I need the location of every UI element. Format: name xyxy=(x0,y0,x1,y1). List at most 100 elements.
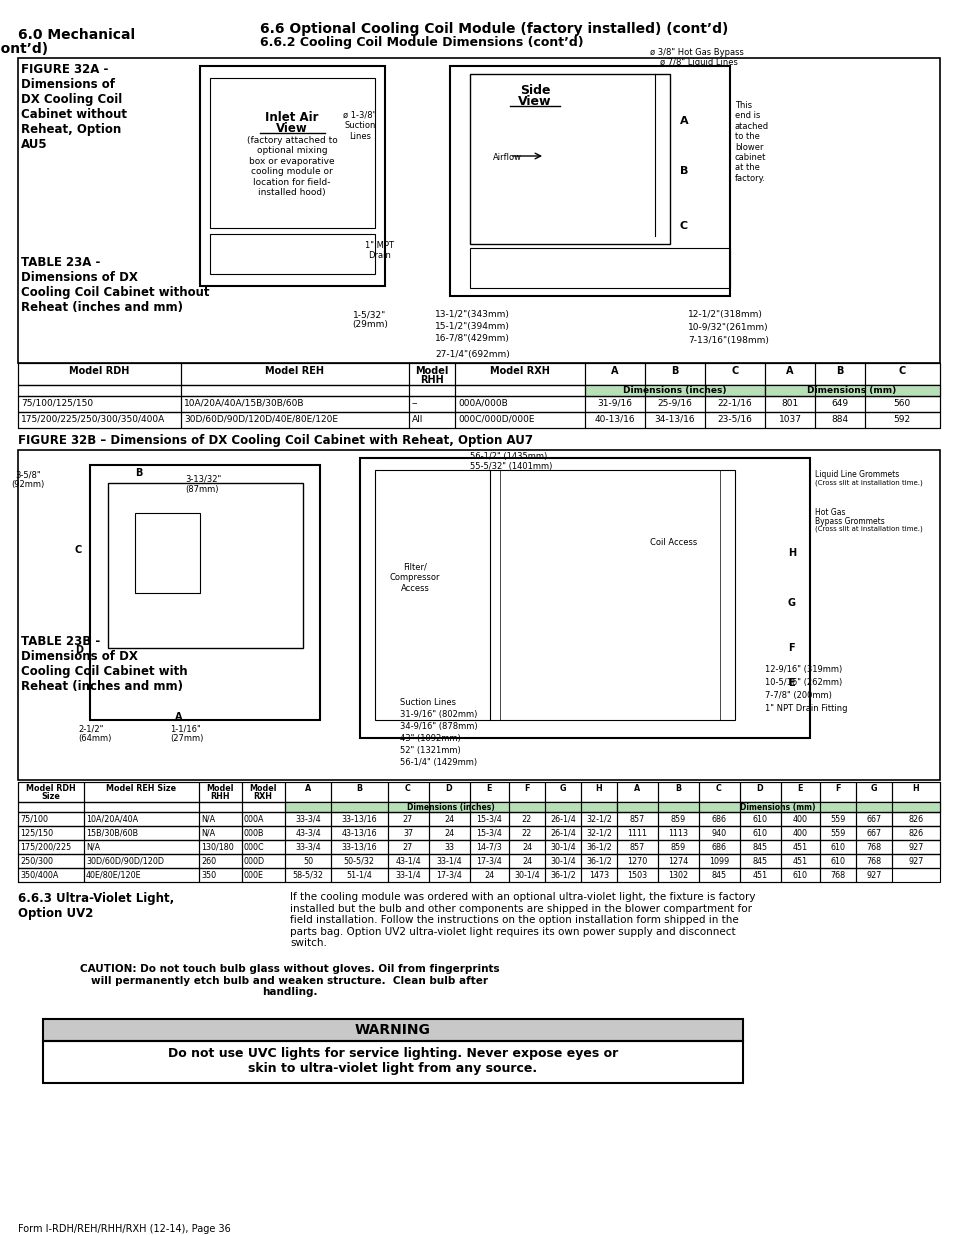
Bar xyxy=(814,363,864,385)
Text: 32-1/2: 32-1/2 xyxy=(585,829,611,839)
Bar xyxy=(699,826,740,840)
Text: 857: 857 xyxy=(629,844,644,852)
Bar xyxy=(331,802,388,811)
Bar xyxy=(580,853,617,868)
Text: 34-9/16" (878mm): 34-9/16" (878mm) xyxy=(399,722,477,731)
Text: A: A xyxy=(305,784,311,793)
Text: 16-7/8"(429mm): 16-7/8"(429mm) xyxy=(435,333,509,343)
Text: Do not use UVC lights for service lighting. Never expose eyes or
skin to ultra-v: Do not use UVC lights for service lighti… xyxy=(168,1047,618,1074)
Bar xyxy=(580,811,617,826)
Bar xyxy=(855,868,891,882)
Bar xyxy=(285,840,331,853)
Bar xyxy=(409,412,455,429)
Bar xyxy=(429,811,470,826)
Bar xyxy=(210,78,375,228)
Text: 33-3/4: 33-3/4 xyxy=(294,844,320,852)
Text: N/A: N/A xyxy=(201,815,214,824)
Bar xyxy=(18,826,84,840)
Bar xyxy=(617,802,658,811)
Bar xyxy=(544,826,580,840)
Bar xyxy=(242,802,285,811)
Text: 31-9/16" (802mm): 31-9/16" (802mm) xyxy=(399,710,476,719)
Text: A: A xyxy=(679,116,688,126)
Text: 125/150: 125/150 xyxy=(20,829,53,839)
Bar xyxy=(18,868,939,882)
Bar xyxy=(544,868,580,882)
Bar xyxy=(699,811,740,826)
Text: 649: 649 xyxy=(831,399,847,408)
Text: 75/100/125/150: 75/100/125/150 xyxy=(21,399,93,408)
Text: 15-3/4: 15-3/4 xyxy=(476,829,501,839)
Text: 55-5/32" (1401mm): 55-5/32" (1401mm) xyxy=(470,462,552,471)
Text: H: H xyxy=(912,784,919,793)
Bar xyxy=(388,853,429,868)
Bar xyxy=(18,811,84,826)
Bar xyxy=(644,396,704,412)
Text: (cont’d): (cont’d) xyxy=(0,42,49,56)
Bar xyxy=(84,840,199,853)
Text: D: D xyxy=(756,784,762,793)
Bar xyxy=(199,840,242,853)
Bar xyxy=(429,826,470,840)
Text: --: -- xyxy=(412,399,418,408)
Bar xyxy=(18,396,181,412)
Bar xyxy=(450,65,729,296)
Text: 22: 22 xyxy=(521,815,532,824)
Bar xyxy=(544,840,580,853)
Text: C: C xyxy=(679,221,687,231)
Bar xyxy=(285,853,331,868)
Text: 22: 22 xyxy=(521,829,532,839)
Bar xyxy=(18,802,939,811)
Text: 610: 610 xyxy=(752,829,767,839)
Bar xyxy=(455,385,584,396)
Bar xyxy=(199,782,242,802)
Bar xyxy=(43,1019,742,1041)
Bar xyxy=(855,811,891,826)
Text: 000A: 000A xyxy=(244,815,264,824)
Bar xyxy=(781,782,820,802)
Text: Model: Model xyxy=(206,784,233,793)
Bar xyxy=(509,853,544,868)
Bar xyxy=(199,802,242,811)
Text: 6.0 Mechanical: 6.0 Mechanical xyxy=(18,28,135,42)
Text: 175/200/225: 175/200/225 xyxy=(20,844,71,852)
Bar xyxy=(617,782,658,802)
Text: N/A: N/A xyxy=(86,844,100,852)
Bar xyxy=(331,826,388,840)
Text: 27: 27 xyxy=(402,815,413,824)
Text: This
end is
atached
to the
blower
cabinet
at the
factory.: This end is atached to the blower cabine… xyxy=(734,101,768,183)
Bar xyxy=(242,811,285,826)
Text: A: A xyxy=(611,366,618,375)
Text: 24: 24 xyxy=(483,871,494,881)
Bar xyxy=(285,782,331,802)
Text: 33-3/4: 33-3/4 xyxy=(294,815,320,824)
Text: Model RDH: Model RDH xyxy=(26,784,76,793)
Bar xyxy=(285,802,331,811)
Bar xyxy=(359,458,809,739)
Text: Hot Gas: Hot Gas xyxy=(814,508,844,517)
Bar xyxy=(388,811,429,826)
Bar xyxy=(658,826,699,840)
Text: 17-3/4: 17-3/4 xyxy=(476,857,501,866)
Bar xyxy=(584,363,644,385)
Bar xyxy=(285,868,331,882)
Text: 560: 560 xyxy=(892,399,910,408)
Text: 686: 686 xyxy=(711,844,726,852)
Text: 1302: 1302 xyxy=(667,871,687,881)
Bar xyxy=(135,513,200,593)
Bar xyxy=(18,868,84,882)
Text: 1037: 1037 xyxy=(778,415,801,424)
Bar xyxy=(18,840,84,853)
Bar xyxy=(764,412,814,429)
Text: 610: 610 xyxy=(830,857,844,866)
Bar xyxy=(781,826,820,840)
Text: 7-7/8" (200mm): 7-7/8" (200mm) xyxy=(764,692,831,700)
Text: RHH: RHH xyxy=(210,792,230,802)
Text: D: D xyxy=(75,645,83,655)
Text: Model: Model xyxy=(415,366,448,375)
Text: 12-1/2"(318mm): 12-1/2"(318mm) xyxy=(687,310,762,319)
Text: H: H xyxy=(787,548,796,558)
Bar xyxy=(781,802,820,811)
Text: 10-5/16" (262mm): 10-5/16" (262mm) xyxy=(764,678,841,687)
Text: F: F xyxy=(835,784,840,793)
